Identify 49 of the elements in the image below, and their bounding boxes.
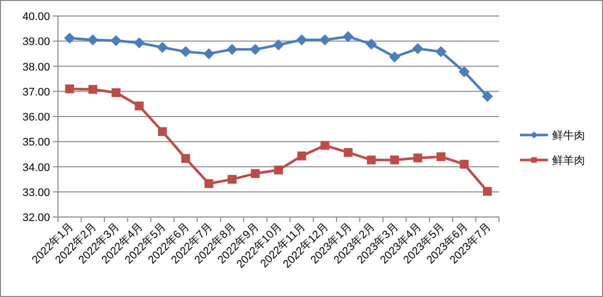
point: [482, 90, 493, 102]
point: [320, 140, 330, 150]
point: [296, 34, 308, 46]
legend-label: 鲜牛肉: [552, 129, 585, 142]
point: [319, 34, 330, 46]
point: [228, 174, 236, 184]
point: [180, 46, 192, 58]
point: [460, 160, 469, 169]
point: [250, 44, 261, 55]
y-tick-label: 39.00: [22, 36, 50, 48]
point: [297, 152, 306, 160]
y-tick-label: 34.00: [22, 162, 50, 174]
y-tick-label: 32.00: [22, 212, 50, 224]
point: [366, 156, 376, 164]
point: [204, 179, 214, 188]
point: [88, 84, 98, 94]
point: [366, 38, 377, 50]
point: [342, 31, 354, 42]
y-tick-label: 37.00: [22, 86, 50, 98]
point: [110, 35, 122, 46]
point: [203, 48, 214, 60]
point: [390, 156, 399, 164]
point: [250, 169, 260, 178]
point: [65, 84, 74, 94]
point: [158, 127, 167, 136]
point: [134, 102, 144, 110]
point: [344, 148, 353, 157]
y-tick-label: 35.00: [22, 136, 50, 149]
point: [226, 44, 238, 55]
y-tick-label: 40.00: [22, 11, 50, 23]
point: [458, 66, 470, 78]
point: [156, 42, 168, 53]
point: [134, 37, 145, 48]
point: [435, 46, 446, 58]
y-tick-label: 36.00: [22, 112, 50, 124]
point: [181, 154, 190, 163]
point: [389, 51, 400, 62]
point: [112, 88, 120, 98]
legend-label: 鲜羊肉: [552, 155, 585, 167]
point: [274, 166, 283, 174]
y-tick-label: 33.00: [22, 186, 50, 199]
y-tick-label: 38.00: [22, 61, 50, 74]
point: [412, 43, 424, 54]
point: [436, 152, 446, 162]
point: [64, 32, 76, 44]
point: [273, 39, 284, 50]
point: [87, 34, 98, 46]
point: [482, 186, 492, 196]
point: [413, 154, 422, 162]
